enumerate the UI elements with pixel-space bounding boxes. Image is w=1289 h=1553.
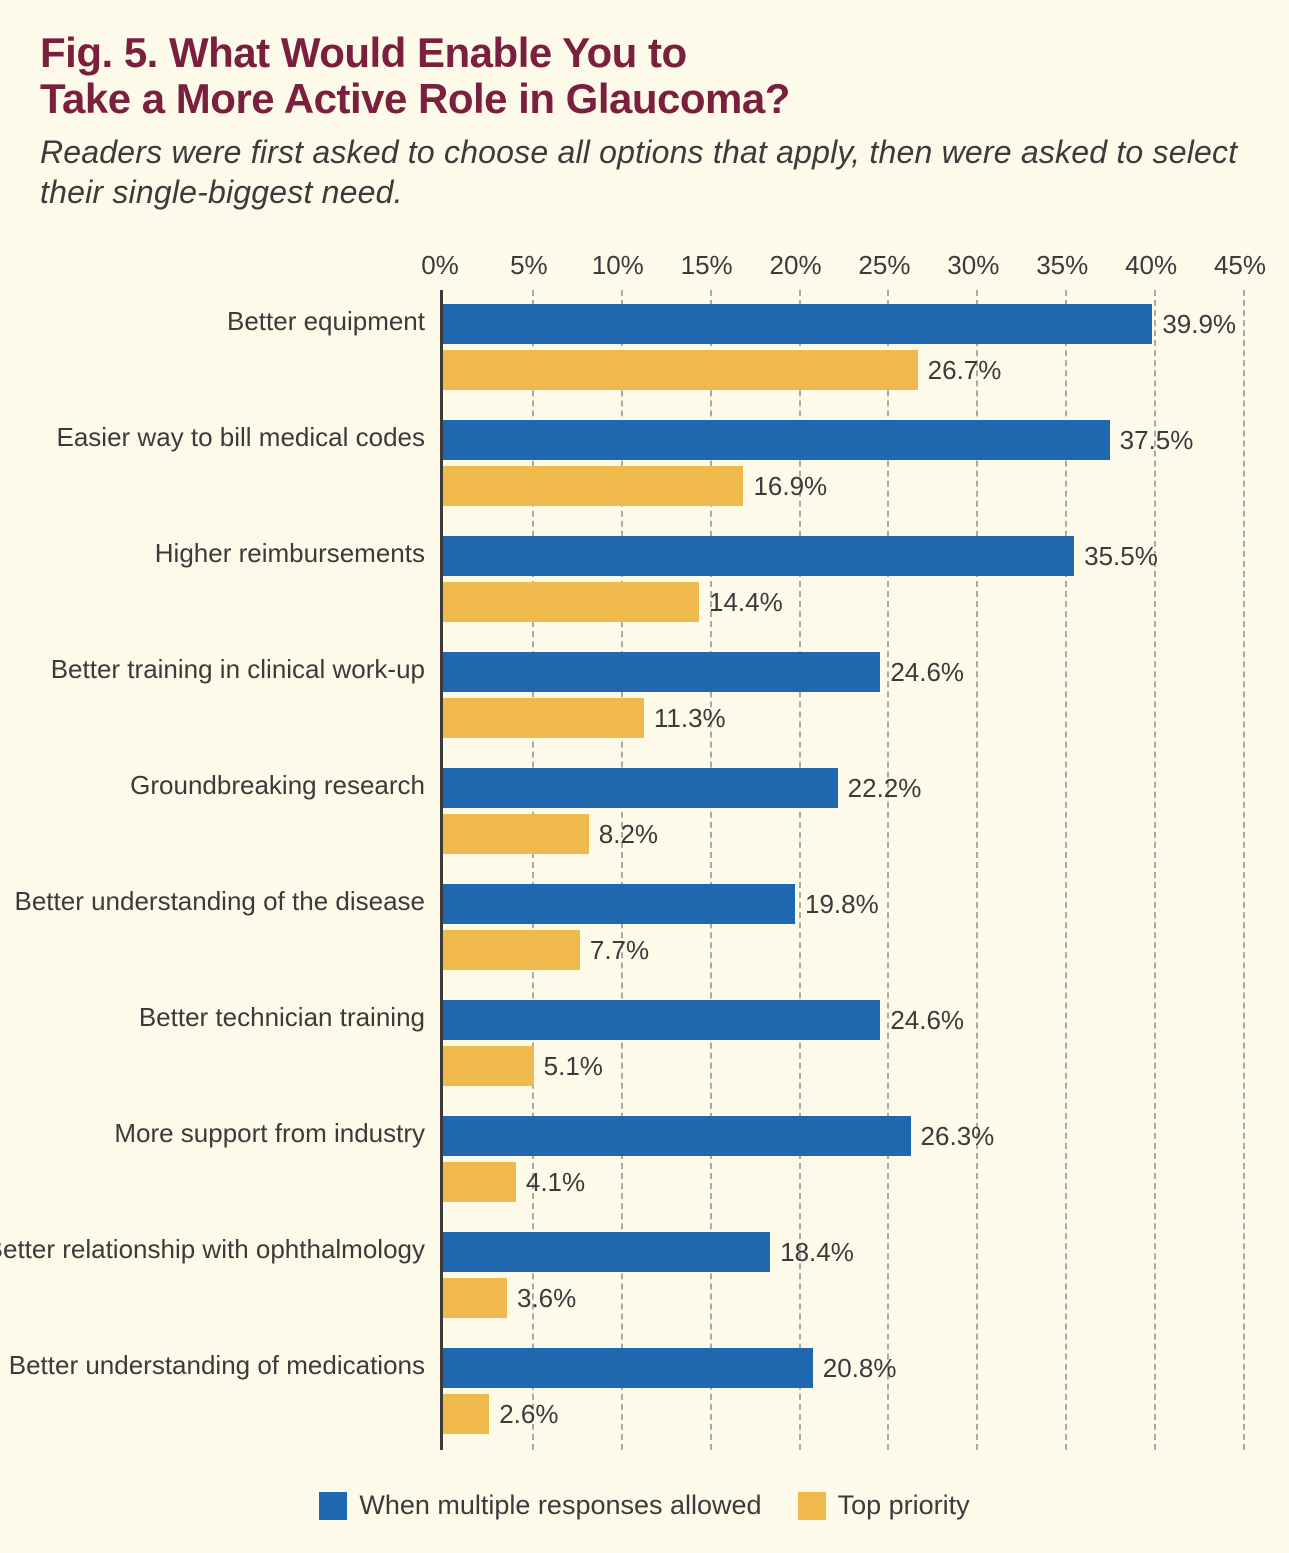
bar-group: Better technician training24.6%5.1% <box>443 1000 1240 1086</box>
category-label: Better technician training <box>139 1002 443 1033</box>
bar-value-label: 16.9% <box>753 471 827 502</box>
bar-top <box>443 582 699 622</box>
bar-top <box>443 1162 516 1202</box>
legend-label: When multiple responses allowed <box>359 1490 761 1521</box>
axis-tick-label: 0% <box>421 250 459 281</box>
bar-multiple <box>443 884 795 924</box>
bar-value-label: 5.1% <box>544 1051 603 1082</box>
figure-title-line1: Fig. 5. What Would Enable You to <box>40 29 687 76</box>
bar-value-label: 2.6% <box>499 1399 558 1430</box>
bar-top <box>443 814 589 854</box>
legend-item: When multiple responses allowed <box>319 1490 761 1521</box>
axis-tick-label: 25% <box>858 250 910 281</box>
bar-multiple <box>443 1348 813 1388</box>
category-label: More support from industry <box>114 1118 443 1149</box>
bar-group: More support from industry26.3%4.1% <box>443 1116 1240 1202</box>
axis-tick-label: 5% <box>510 250 548 281</box>
bar-value-label: 24.6% <box>890 1005 964 1036</box>
bar-group: Better understanding of medications20.8%… <box>443 1348 1240 1434</box>
bar-value-label: 7.7% <box>590 935 649 966</box>
bar-value-label: 37.5% <box>1120 425 1194 456</box>
bar-value-label: 24.6% <box>890 657 964 688</box>
gridline <box>1243 290 1245 1450</box>
category-label: Better relationship with ophthalmology <box>0 1234 443 1265</box>
axis-tick-label: 30% <box>947 250 999 281</box>
figure-title: Fig. 5. What Would Enable You to Take a … <box>40 30 1249 122</box>
bar-multiple <box>443 420 1110 460</box>
figure-subtitle: Readers were first asked to choose all o… <box>40 132 1249 212</box>
legend-item: Top priority <box>798 1490 970 1521</box>
x-axis: 0%5%10%15%20%25%30%35%40%45% <box>440 250 1240 290</box>
bar-multiple <box>443 536 1074 576</box>
plot-area: Better equipment39.9%26.7%Easier way to … <box>440 290 1240 1450</box>
axis-tick-label: 20% <box>770 250 822 281</box>
bar-multiple <box>443 1000 880 1040</box>
category-label: Groundbreaking research <box>130 770 443 801</box>
bar-multiple <box>443 304 1152 344</box>
bar-multiple <box>443 652 880 692</box>
bar-group: Better relationship with ophthalmology18… <box>443 1232 1240 1318</box>
category-label: Better understanding of medications <box>9 1350 443 1381</box>
bar-value-label: 3.6% <box>517 1283 576 1314</box>
axis-tick-label: 40% <box>1125 250 1177 281</box>
bar-value-label: 11.3% <box>654 703 726 734</box>
bar-top <box>443 698 644 738</box>
bar-value-label: 35.5% <box>1084 541 1158 572</box>
bar-value-label: 26.3% <box>921 1121 995 1152</box>
chart-area: 0%5%10%15%20%25%30%35%40%45% Better equi… <box>440 250 1240 1450</box>
bar-group: Better equipment39.9%26.7% <box>443 304 1240 390</box>
legend: When multiple responses allowed Top prior… <box>40 1490 1249 1527</box>
bar-value-label: 18.4% <box>780 1237 854 1268</box>
bar-group: Better understanding of the disease19.8%… <box>443 884 1240 970</box>
axis-tick-label: 10% <box>592 250 644 281</box>
bar-value-label: 14.4% <box>709 587 783 618</box>
bar-group: Better training in clinical work-up24.6%… <box>443 652 1240 738</box>
bar-groups: Better equipment39.9%26.7%Easier way to … <box>443 290 1240 1464</box>
bar-top <box>443 930 580 970</box>
bar-value-label: 4.1% <box>526 1167 585 1198</box>
legend-swatch <box>798 1492 826 1520</box>
bar-multiple <box>443 1116 911 1156</box>
legend-swatch <box>319 1492 347 1520</box>
legend-label: Top priority <box>838 1490 970 1521</box>
category-label: Better understanding of the disease <box>14 886 443 917</box>
bar-value-label: 19.8% <box>805 889 879 920</box>
bar-value-label: 8.2% <box>599 819 658 850</box>
bar-top <box>443 1046 534 1086</box>
axis-tick-label: 15% <box>681 250 733 281</box>
bar-value-label: 39.9% <box>1162 309 1236 340</box>
bar-multiple <box>443 1232 770 1272</box>
figure-title-line2: Take a More Active Role in Glaucoma? <box>40 75 790 122</box>
category-label: Easier way to bill medical codes <box>57 422 444 453</box>
bar-multiple <box>443 768 838 808</box>
bar-top <box>443 350 918 390</box>
bar-group: Higher reimbursements35.5%14.4% <box>443 536 1240 622</box>
category-label: Higher reimbursements <box>155 538 443 569</box>
category-label: Better training in clinical work-up <box>51 654 443 685</box>
bar-top <box>443 1394 489 1434</box>
axis-tick-label: 45% <box>1214 250 1266 281</box>
bar-value-label: 22.2% <box>848 773 922 804</box>
bar-value-label: 26.7% <box>928 355 1002 386</box>
bar-value-label: 20.8% <box>823 1353 897 1384</box>
bar-top <box>443 466 743 506</box>
bar-group: Groundbreaking research22.2%8.2% <box>443 768 1240 854</box>
bar-group: Easier way to bill medical codes37.5%16.… <box>443 420 1240 506</box>
figure: Fig. 5. What Would Enable You to Take a … <box>0 0 1289 1553</box>
bar-top <box>443 1278 507 1318</box>
category-label: Better equipment <box>227 306 443 337</box>
axis-tick-label: 35% <box>1036 250 1088 281</box>
